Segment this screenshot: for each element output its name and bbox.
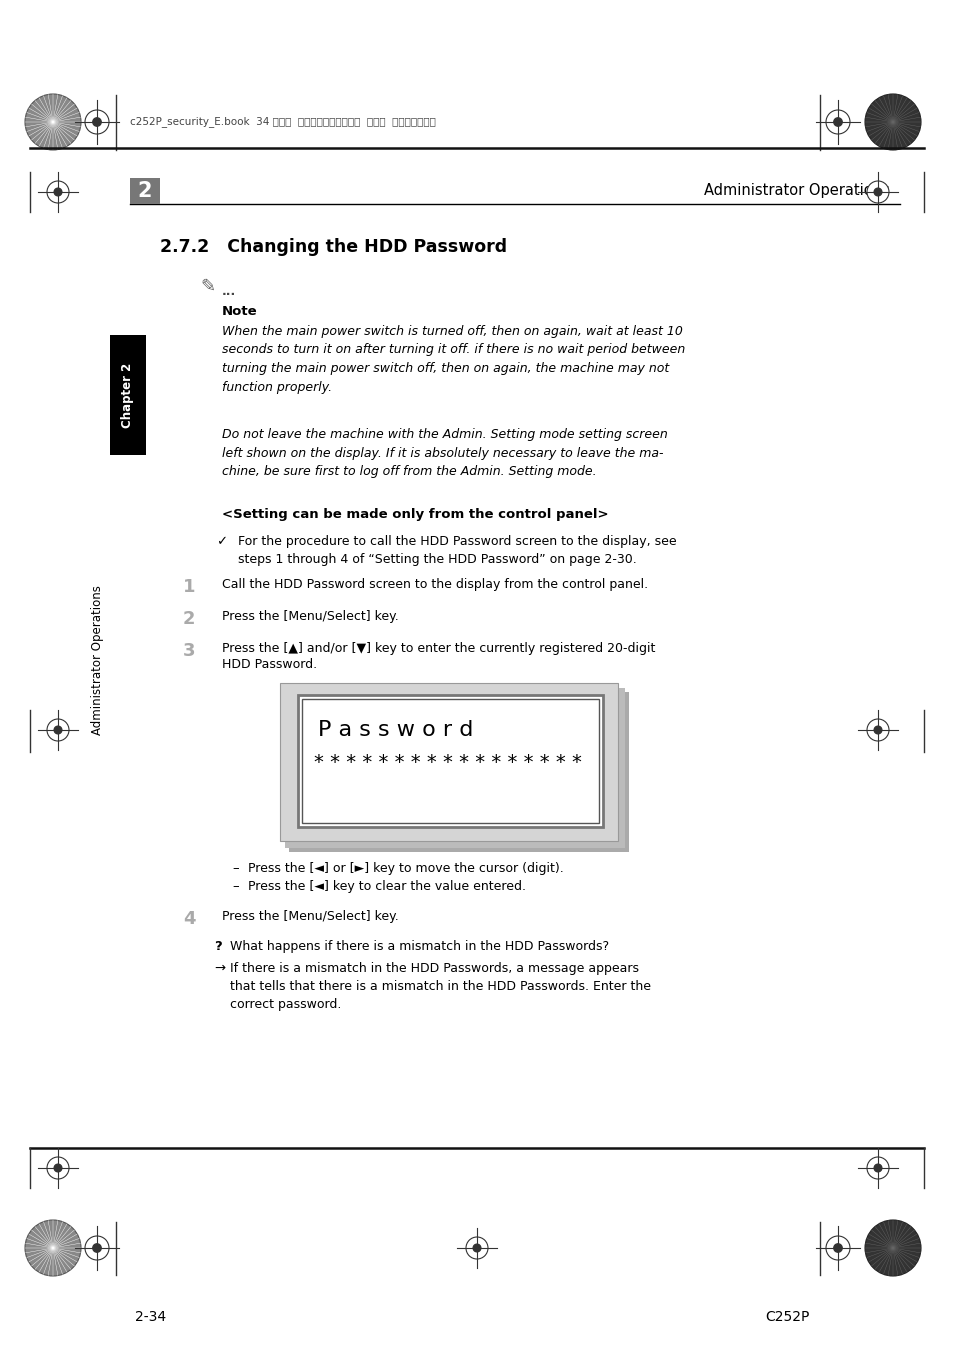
Text: P a s s w o r d: P a s s w o r d xyxy=(317,720,473,740)
Text: –: – xyxy=(232,880,238,892)
Circle shape xyxy=(54,1164,62,1172)
Text: Press the [Menu/Select] key.: Press the [Menu/Select] key. xyxy=(222,610,398,622)
Text: * * * * * * * * * * * * * * * * *: * * * * * * * * * * * * * * * * * xyxy=(314,752,581,771)
Circle shape xyxy=(866,720,888,741)
Text: 3: 3 xyxy=(183,643,195,660)
Circle shape xyxy=(47,1157,69,1179)
Text: C252P: C252P xyxy=(765,1310,809,1324)
Circle shape xyxy=(85,1237,109,1260)
Text: Administrator Operations: Administrator Operations xyxy=(91,585,105,734)
Text: 2: 2 xyxy=(183,610,195,628)
Circle shape xyxy=(473,1245,480,1251)
Circle shape xyxy=(92,1243,101,1253)
Text: If there is a mismatch in the HDD Passwords, a message appears
that tells that t: If there is a mismatch in the HDD Passwo… xyxy=(230,963,650,1011)
Text: 2: 2 xyxy=(137,181,152,201)
Text: Press the [◄] or [►] key to move the cursor (digit).: Press the [◄] or [►] key to move the cur… xyxy=(248,863,563,875)
Text: ?: ? xyxy=(213,940,221,953)
Circle shape xyxy=(866,181,888,202)
Circle shape xyxy=(47,720,69,741)
Bar xyxy=(110,335,146,455)
Circle shape xyxy=(465,1237,488,1260)
Text: →: → xyxy=(213,963,225,975)
Circle shape xyxy=(825,109,849,134)
Text: Press the [◄] key to clear the value entered.: Press the [◄] key to clear the value ent… xyxy=(248,880,525,892)
Circle shape xyxy=(47,181,69,202)
Text: 2-34: 2-34 xyxy=(135,1310,166,1324)
Circle shape xyxy=(864,1220,920,1276)
Bar xyxy=(280,683,618,841)
Text: For the procedure to call the HDD Password screen to the display, see
steps 1 th: For the procedure to call the HDD Passwo… xyxy=(237,535,676,566)
Text: 1: 1 xyxy=(183,578,195,595)
Text: Chapter 2: Chapter 2 xyxy=(121,362,134,428)
Text: c252P_security_E.book  34 ページ  ２００７年４月１０日  火曜日  午後７晎４６分: c252P_security_E.book 34 ページ ２００７年４月１０日 … xyxy=(130,116,436,127)
Bar xyxy=(297,695,602,828)
Circle shape xyxy=(833,1243,841,1253)
Text: ✎: ✎ xyxy=(200,278,214,296)
Text: Press the [▲] and/or [▼] key to enter the currently registered 20-digit: Press the [▲] and/or [▼] key to enter th… xyxy=(222,643,655,655)
Text: When the main power switch is turned off, then on again, wait at least 10
second: When the main power switch is turned off… xyxy=(222,325,684,393)
Text: Note: Note xyxy=(222,305,257,319)
Text: HDD Password.: HDD Password. xyxy=(222,657,316,671)
Text: Call the HDD Password screen to the display from the control panel.: Call the HDD Password screen to the disp… xyxy=(222,578,647,591)
Circle shape xyxy=(873,1164,881,1172)
Circle shape xyxy=(866,1157,888,1179)
Circle shape xyxy=(92,117,101,126)
Bar xyxy=(289,693,628,852)
Text: –: – xyxy=(232,863,238,875)
Circle shape xyxy=(864,95,920,150)
Text: Do not leave the machine with the Admin. Setting mode setting screen
left shown : Do not leave the machine with the Admin.… xyxy=(222,428,667,478)
Bar xyxy=(130,178,160,204)
Circle shape xyxy=(85,109,109,134)
Text: ...: ... xyxy=(222,285,236,298)
Circle shape xyxy=(25,95,81,150)
Circle shape xyxy=(54,726,62,734)
Circle shape xyxy=(825,1237,849,1260)
Circle shape xyxy=(873,726,881,734)
Circle shape xyxy=(54,188,62,196)
Text: 4: 4 xyxy=(183,910,195,927)
Circle shape xyxy=(833,117,841,126)
Text: <Setting can be made only from the control panel>: <Setting can be made only from the contr… xyxy=(222,508,608,521)
Circle shape xyxy=(873,188,881,196)
Bar xyxy=(285,688,624,848)
Bar xyxy=(302,699,598,824)
Text: ✓: ✓ xyxy=(215,535,227,548)
Circle shape xyxy=(25,1220,81,1276)
Text: Press the [Menu/Select] key.: Press the [Menu/Select] key. xyxy=(222,910,398,923)
Text: Administrator Operations: Administrator Operations xyxy=(703,184,889,198)
Text: What happens if there is a mismatch in the HDD Passwords?: What happens if there is a mismatch in t… xyxy=(230,940,608,953)
Text: 2.7.2   Changing the HDD Password: 2.7.2 Changing the HDD Password xyxy=(160,238,507,256)
